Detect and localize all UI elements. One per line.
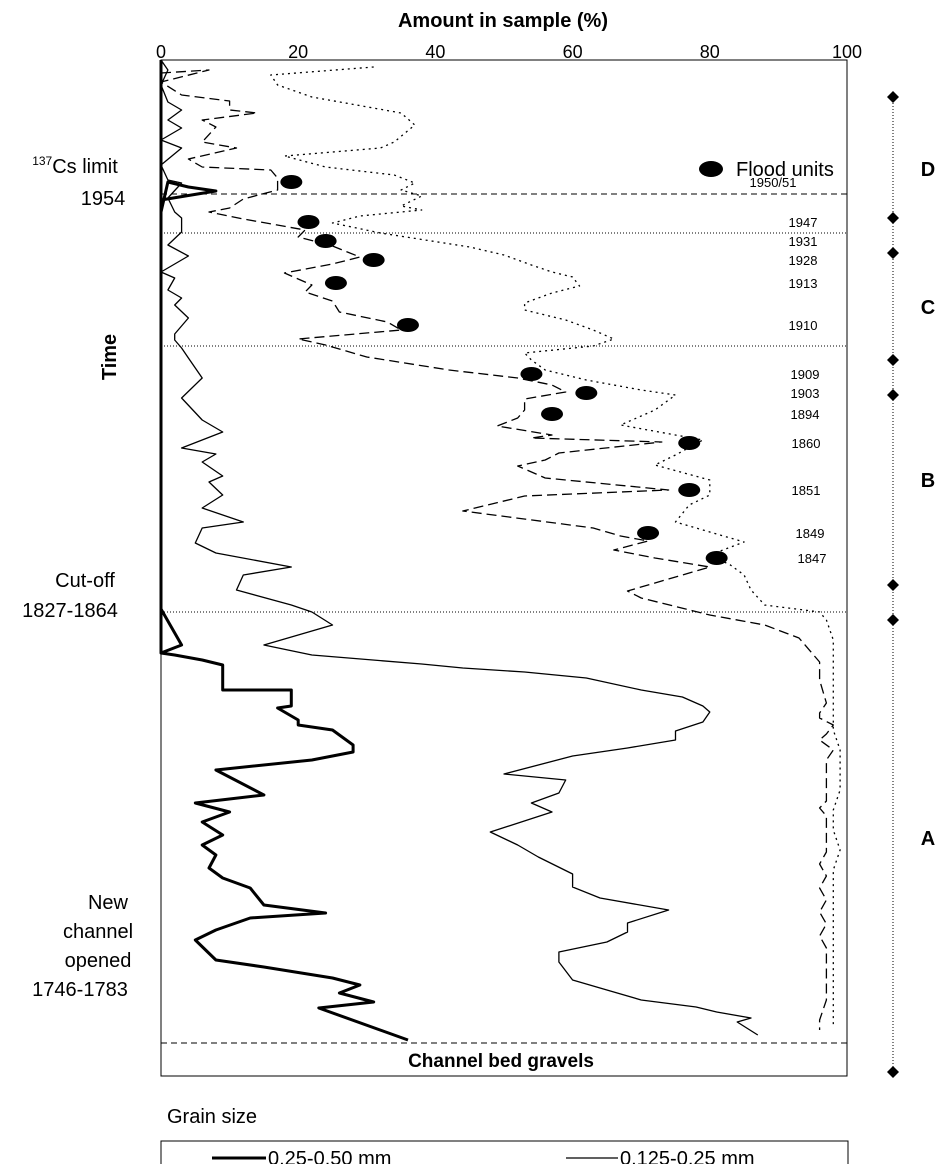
flood-unit-marker <box>705 551 728 565</box>
legend-label-medium: 0.125-0.25 mm <box>620 1148 755 1164</box>
flood-unit-year: 1947 <box>789 215 818 230</box>
flood-units-layer: 1950/51 1947 1931 1928 1913 1910 1909 1903 1894 1… <box>280 175 826 566</box>
legend-title: Grain size <box>167 1106 257 1128</box>
series-line-3 <box>270 66 841 1025</box>
flood-unit-year: 1931 <box>789 234 818 249</box>
x-tick-label: 60 <box>563 42 583 62</box>
bracket-diamond-marker <box>887 247 899 259</box>
flood-unit-year: 1950/51 <box>750 175 797 190</box>
bracket-diamond-marker <box>887 614 899 626</box>
flood-unit-year: 1909 <box>791 367 820 382</box>
x-axis-ticks: 0 20 40 60 80 100 <box>156 42 862 62</box>
x-tick-label: 80 <box>700 42 720 62</box>
channel-bed-label: Channel bed gravels <box>408 1051 594 1072</box>
flood-unit-year: 1849 <box>796 526 825 541</box>
flood-unit-marker <box>637 526 660 540</box>
flood-unit-marker <box>297 215 320 229</box>
bracket-diamond-marker <box>887 354 899 366</box>
plot-frame <box>160 59 848 1077</box>
x-tick-label: 40 <box>425 42 445 62</box>
x-tick-label: 20 <box>288 42 308 62</box>
flood-unit-marker <box>314 234 337 248</box>
cutoff-years: 1827-1864 <box>22 600 118 622</box>
flood-unit-marker <box>678 483 701 497</box>
flood-unit-marker <box>678 436 701 450</box>
x-tick-label: 100 <box>832 42 862 62</box>
channel-label-2: channel <box>63 921 133 943</box>
channel-label-3: opened <box>65 950 132 972</box>
flood-unit-marker <box>575 386 598 400</box>
bracket-diamond-marker <box>887 1066 899 1078</box>
bracket-diamond-marker <box>887 91 899 103</box>
flood-unit-marker <box>362 253 385 267</box>
series-layer <box>159 59 841 1042</box>
series-line-2 <box>160 69 834 1030</box>
flood-unit-marker <box>520 367 543 381</box>
cs-limit-label: 137Cs limit <box>32 154 118 178</box>
flood-unit-marker <box>324 276 347 290</box>
flood-unit-year: 1910 <box>789 318 818 333</box>
flood-unit-year: 1928 <box>789 253 818 268</box>
flood-unit-year: 1913 <box>789 276 818 291</box>
flood-unit-year: 1847 <box>798 551 827 566</box>
bracket-diamond-marker <box>887 389 899 401</box>
cutoff-label: Cut-off <box>55 570 115 592</box>
unit-bracket-diamonds <box>887 91 899 1078</box>
flood-unit-marker <box>541 407 564 421</box>
y-axis-label: Time <box>99 334 121 380</box>
flood-unit-year: 1860 <box>792 436 821 451</box>
unit-label-b: B <box>921 470 935 492</box>
series-line-1 <box>160 59 759 1036</box>
flood-unit-marker <box>280 175 303 189</box>
flood-unit-year: 1851 <box>792 483 821 498</box>
unit-label-a: A <box>921 828 935 850</box>
flood-unit-year: 1903 <box>791 386 820 401</box>
flood-unit-year: 1894 <box>791 407 820 422</box>
x-tick-label: 0 <box>156 42 166 62</box>
flood-legend-marker <box>699 161 723 177</box>
flood-unit-marker <box>396 318 419 332</box>
flood-legend-label: Flood units <box>736 159 834 181</box>
legend-label-coarse: 0.25-0.50 mm <box>268 1148 391 1164</box>
chart-title: Amount in sample (%) <box>398 10 608 32</box>
bracket-diamond-marker <box>887 579 899 591</box>
series-line-0 <box>159 60 409 1042</box>
bracket-diamond-marker <box>887 212 899 224</box>
unit-label-c: C <box>921 297 935 319</box>
channel-label-1: New <box>88 892 129 914</box>
cs-limit-year: 1954 <box>81 188 126 210</box>
unit-label-d: D <box>921 159 935 181</box>
legend-box <box>160 1140 849 1164</box>
channel-label-4: 1746-1783 <box>32 979 128 1001</box>
